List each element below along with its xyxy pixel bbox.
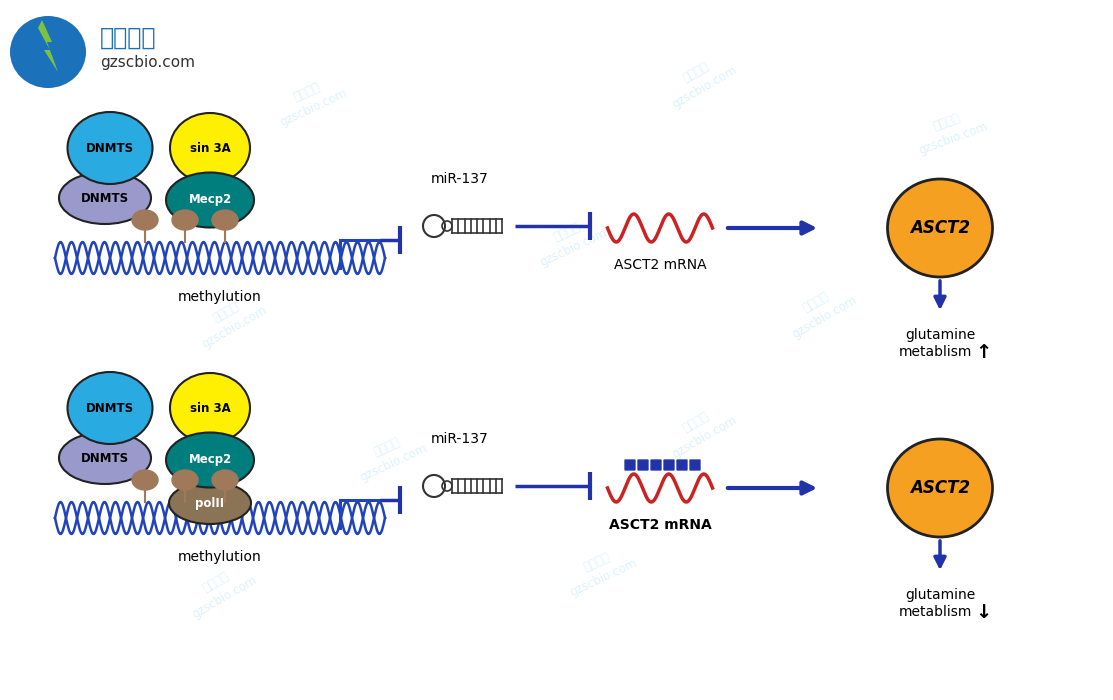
Text: 赛诚生物
gzscbio.com: 赛诚生物 gzscbio.com (661, 49, 739, 111)
Text: glutamine: glutamine (905, 328, 975, 342)
Ellipse shape (68, 112, 152, 184)
FancyBboxPatch shape (650, 459, 662, 471)
Text: 赛诚生物
gzscbio.com: 赛诚生物 gzscbio.com (661, 399, 739, 461)
Text: 赛诚生物
gzscbio.com: 赛诚生物 gzscbio.com (781, 279, 859, 341)
Text: miR-137: miR-137 (431, 172, 489, 186)
Ellipse shape (132, 210, 158, 230)
Text: ASCT2 mRNA: ASCT2 mRNA (609, 518, 711, 532)
Text: 赛诚生物: 赛诚生物 (100, 26, 157, 50)
Text: DNMTS: DNMTS (81, 452, 129, 465)
FancyBboxPatch shape (624, 459, 636, 471)
Text: sin 3A: sin 3A (189, 141, 230, 155)
Ellipse shape (68, 372, 152, 444)
Text: Mecp2: Mecp2 (188, 454, 232, 466)
Text: metablism: metablism (898, 345, 972, 359)
Text: methylution: methylution (178, 550, 262, 564)
Text: sin 3A: sin 3A (189, 402, 230, 414)
Ellipse shape (170, 113, 250, 183)
Ellipse shape (166, 172, 254, 228)
Ellipse shape (211, 210, 238, 230)
Text: ASCT2 mRNA: ASCT2 mRNA (613, 258, 707, 272)
Text: 赛诚生物
gzscbio.com: 赛诚生物 gzscbio.com (910, 104, 989, 157)
FancyBboxPatch shape (663, 459, 674, 471)
Text: DNMTS: DNMTS (81, 192, 129, 204)
Text: 赛诚生物
gzscbio.com: 赛诚生物 gzscbio.com (531, 211, 609, 269)
Ellipse shape (59, 432, 151, 484)
Text: 赛诚生物
gzscbio.com: 赛诚生物 gzscbio.com (351, 426, 430, 484)
Ellipse shape (887, 439, 993, 537)
Polygon shape (38, 20, 58, 72)
Text: 赛诚生物
gzscbio.com: 赛诚生物 gzscbio.com (561, 541, 639, 599)
Text: polII: polII (196, 496, 225, 510)
Text: metablism: metablism (898, 605, 972, 619)
Ellipse shape (10, 16, 86, 88)
FancyBboxPatch shape (689, 459, 701, 471)
FancyBboxPatch shape (637, 459, 649, 471)
Text: ASCT2: ASCT2 (910, 479, 971, 497)
Ellipse shape (169, 482, 252, 524)
Text: 赛诚生物
gzscbio.com: 赛诚生物 gzscbio.com (181, 559, 259, 621)
Text: ↓: ↓ (975, 603, 992, 622)
Text: ↑: ↑ (975, 343, 992, 362)
Ellipse shape (59, 172, 151, 224)
Ellipse shape (887, 179, 993, 277)
Text: 赛诚生物
gzscbio.com: 赛诚生物 gzscbio.com (191, 289, 269, 351)
Text: gzscbio.com: gzscbio.com (100, 55, 195, 69)
Text: glutamine: glutamine (905, 588, 975, 602)
Text: DNMTS: DNMTS (86, 402, 134, 414)
Ellipse shape (132, 470, 158, 490)
Text: miR-137: miR-137 (431, 432, 489, 446)
Text: 赛诚生物
gzscbio.com: 赛诚生物 gzscbio.com (910, 471, 989, 529)
FancyBboxPatch shape (676, 459, 688, 471)
Ellipse shape (211, 470, 238, 490)
Ellipse shape (170, 373, 250, 443)
Text: DNMTS: DNMTS (86, 141, 134, 155)
Text: 赛诚生物
gzscbio.com: 赛诚生物 gzscbio.com (270, 71, 349, 129)
Text: ASCT2: ASCT2 (910, 219, 971, 237)
Ellipse shape (166, 433, 254, 487)
Text: Mecp2: Mecp2 (188, 193, 232, 206)
Ellipse shape (173, 210, 198, 230)
Text: methylution: methylution (178, 290, 262, 304)
Ellipse shape (173, 470, 198, 490)
